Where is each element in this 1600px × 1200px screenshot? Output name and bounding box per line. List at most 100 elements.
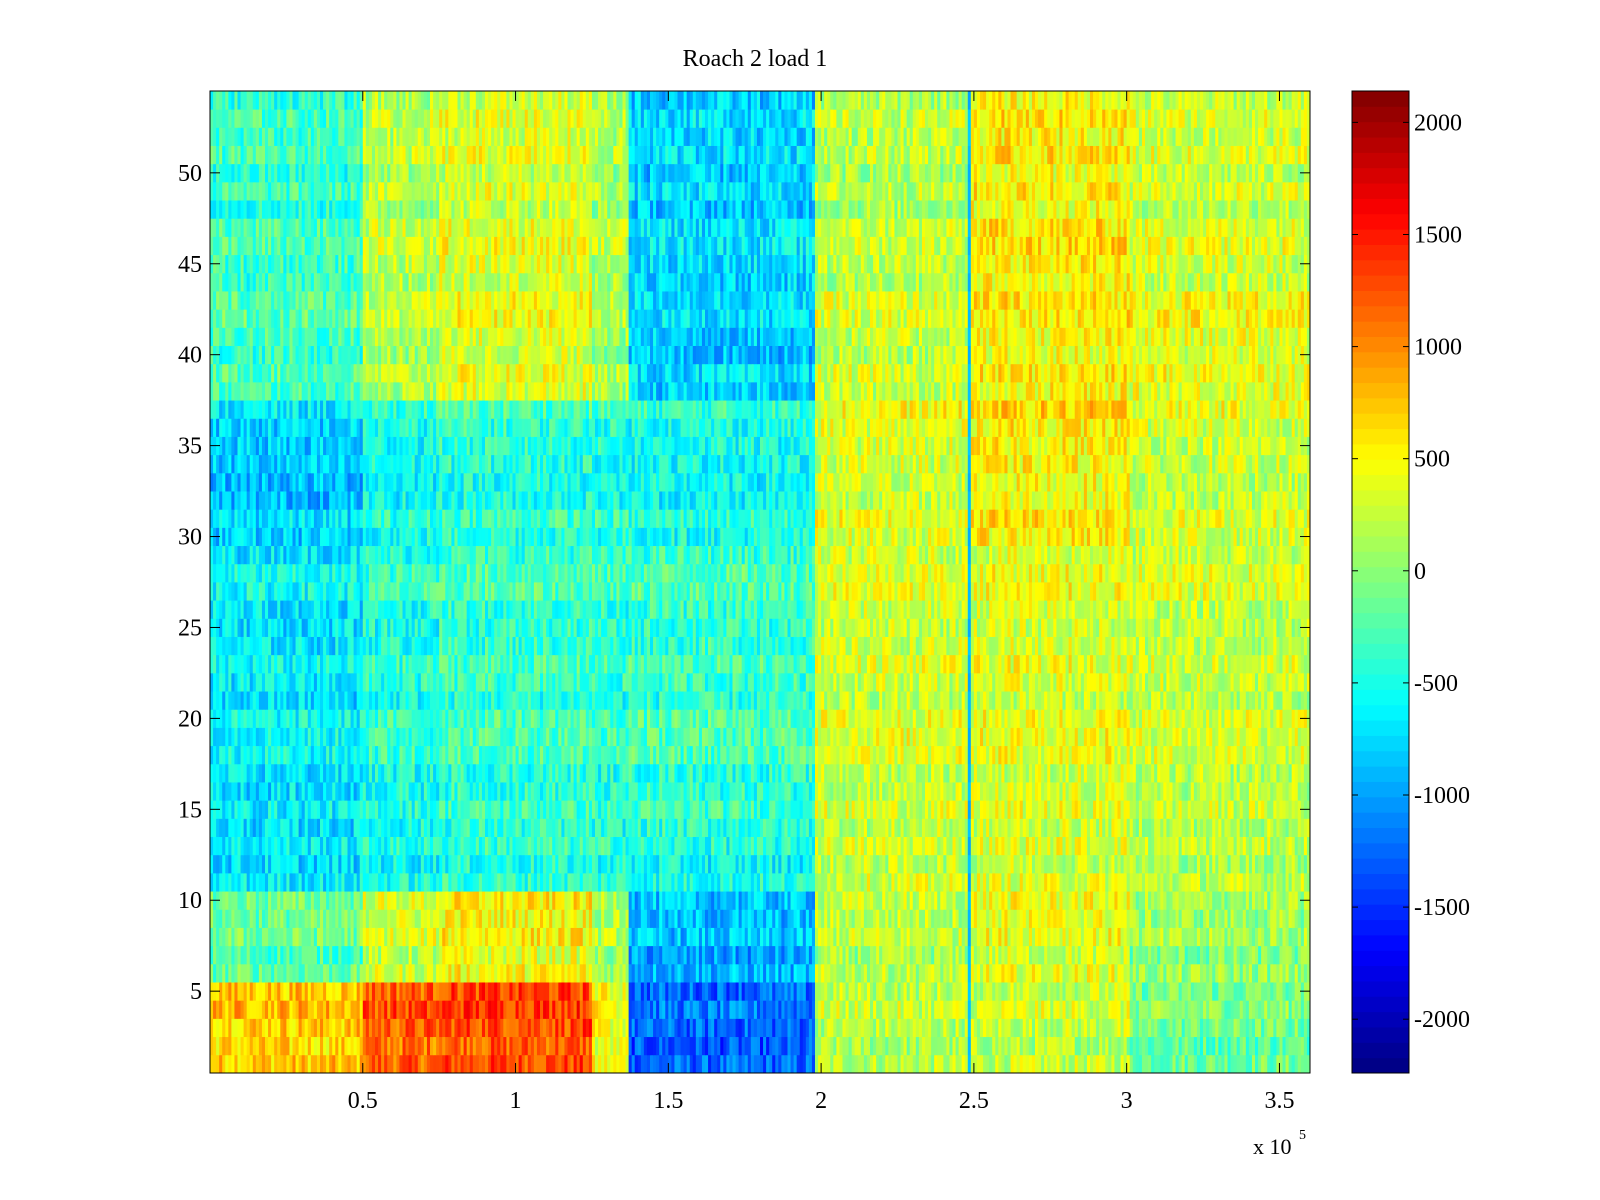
- heatmap-cell: [530, 872, 535, 892]
- heatmap-cell: [1154, 872, 1158, 892]
- heatmap-cell: [304, 1054, 309, 1074]
- heatmap-cell: [222, 909, 226, 928]
- heatmap-cell: [784, 982, 788, 1001]
- heatmap-cell: [989, 872, 993, 892]
- heatmap-cell: [408, 1054, 413, 1074]
- heatmap-cell: [1056, 1054, 1060, 1074]
- heatmap-cell: [613, 963, 617, 983]
- heatmap-cell: [460, 1036, 465, 1056]
- heatmap-cell: [347, 927, 351, 947]
- heatmap-cell: [384, 909, 388, 928]
- heatmap-cell: [1261, 982, 1265, 1001]
- heatmap-cell: [705, 1000, 709, 1019]
- heatmap-cell: [298, 891, 303, 910]
- heatmap-cell: [1273, 836, 1277, 856]
- heatmap-cell: [842, 818, 846, 837]
- heatmap-cell: [396, 891, 400, 910]
- heatmap-cell: [591, 872, 596, 892]
- heatmap-cell: [1218, 891, 1222, 910]
- heatmap-cell: [708, 909, 712, 928]
- heatmap-cell: [371, 891, 376, 910]
- heatmap-cell: [274, 982, 278, 1001]
- heatmap-cell: [1145, 1000, 1149, 1019]
- heatmap-cell: [729, 963, 733, 983]
- heatmap-cell: [283, 872, 287, 892]
- heatmap-cell: [323, 945, 327, 965]
- heatmap-cell: [1126, 854, 1131, 874]
- heatmap-cell: [1209, 1000, 1213, 1019]
- heatmap-cell: [515, 963, 520, 983]
- heatmap-cell: [876, 891, 880, 910]
- heatmap-cell: [396, 1054, 400, 1074]
- heatmap-cell: [509, 909, 513, 928]
- heatmap-cell: [671, 1036, 675, 1056]
- heatmap-cell: [533, 891, 538, 910]
- heatmap-cell: [961, 1018, 966, 1038]
- heatmap-cell: [301, 1000, 306, 1019]
- heatmap-cell: [527, 982, 532, 1001]
- heatmap-cell: [1114, 1036, 1118, 1056]
- heatmap-cell: [1096, 909, 1100, 928]
- heatmap-cell: [1151, 836, 1155, 856]
- heatmap-cell: [591, 891, 596, 910]
- heatmap-cell: [1065, 891, 1070, 910]
- heatmap-cell: [921, 818, 926, 837]
- heatmap-cell: [885, 891, 889, 910]
- heatmap-cell: [601, 1000, 605, 1019]
- heatmap-cell: [1193, 1000, 1198, 1019]
- heatmap-cell: [1184, 945, 1189, 965]
- heatmap-cell: [527, 927, 532, 947]
- heatmap-cell: [488, 945, 492, 965]
- heatmap-cell: [430, 909, 434, 928]
- heatmap-cell: [384, 854, 388, 874]
- heatmap-cell: [772, 1018, 776, 1038]
- heatmap-cell: [1166, 854, 1170, 874]
- heatmap-cell: [1160, 891, 1164, 910]
- heatmap-cell: [567, 1000, 571, 1019]
- heatmap-cell: [1056, 927, 1060, 947]
- heatmap-cell: [518, 982, 523, 1001]
- heatmap-cell: [656, 1054, 660, 1074]
- heatmap-cell: [549, 927, 553, 947]
- heatmap-cell: [760, 963, 764, 983]
- heatmap-cell: [1031, 854, 1036, 874]
- heatmap-cell: [249, 1000, 254, 1019]
- heatmap-cell: [741, 1036, 746, 1056]
- heatmap-cell: [735, 891, 740, 910]
- heatmap-cell: [763, 891, 767, 910]
- heatmap-cell: [610, 818, 614, 837]
- heatmap-cell: [1163, 909, 1167, 928]
- heatmap-cell: [619, 891, 623, 910]
- heatmap-cell: [897, 1054, 901, 1074]
- heatmap-cell: [384, 982, 388, 1001]
- heatmap-cell: [1132, 982, 1137, 1001]
- heatmap-cell: [903, 818, 908, 837]
- heatmap-cell: [1019, 963, 1024, 983]
- heatmap-cell: [1145, 1036, 1149, 1056]
- heatmap-cell: [494, 854, 498, 874]
- heatmap-cell: [876, 854, 880, 874]
- heatmap-cell: [937, 1036, 941, 1056]
- heatmap-cell: [1129, 872, 1134, 892]
- heatmap-cell: [1074, 836, 1079, 856]
- heatmap-cell: [1077, 909, 1082, 928]
- heatmap-cell: [683, 854, 688, 874]
- heatmap-cell: [469, 1000, 474, 1019]
- heatmap-cell: [836, 1036, 840, 1056]
- heatmap-cell: [1279, 1036, 1283, 1056]
- heatmap-cell: [582, 982, 587, 1001]
- heatmap-cell: [1169, 1054, 1173, 1074]
- heatmap-cell: [750, 927, 755, 947]
- heatmap-cell: [332, 909, 336, 928]
- heatmap-cell: [433, 1054, 437, 1074]
- heatmap-cell: [1273, 891, 1277, 910]
- heatmap-cell: [552, 927, 556, 947]
- heatmap-cell: [393, 982, 397, 1001]
- heatmap-cell: [277, 1036, 281, 1056]
- heatmap-cell: [689, 1054, 694, 1074]
- heatmap-cell: [643, 963, 648, 983]
- heatmap-cell: [1172, 1018, 1176, 1038]
- heatmap-cell: [1019, 891, 1024, 910]
- heatmap-cell: [271, 818, 275, 837]
- heatmap-cell: [616, 1000, 620, 1019]
